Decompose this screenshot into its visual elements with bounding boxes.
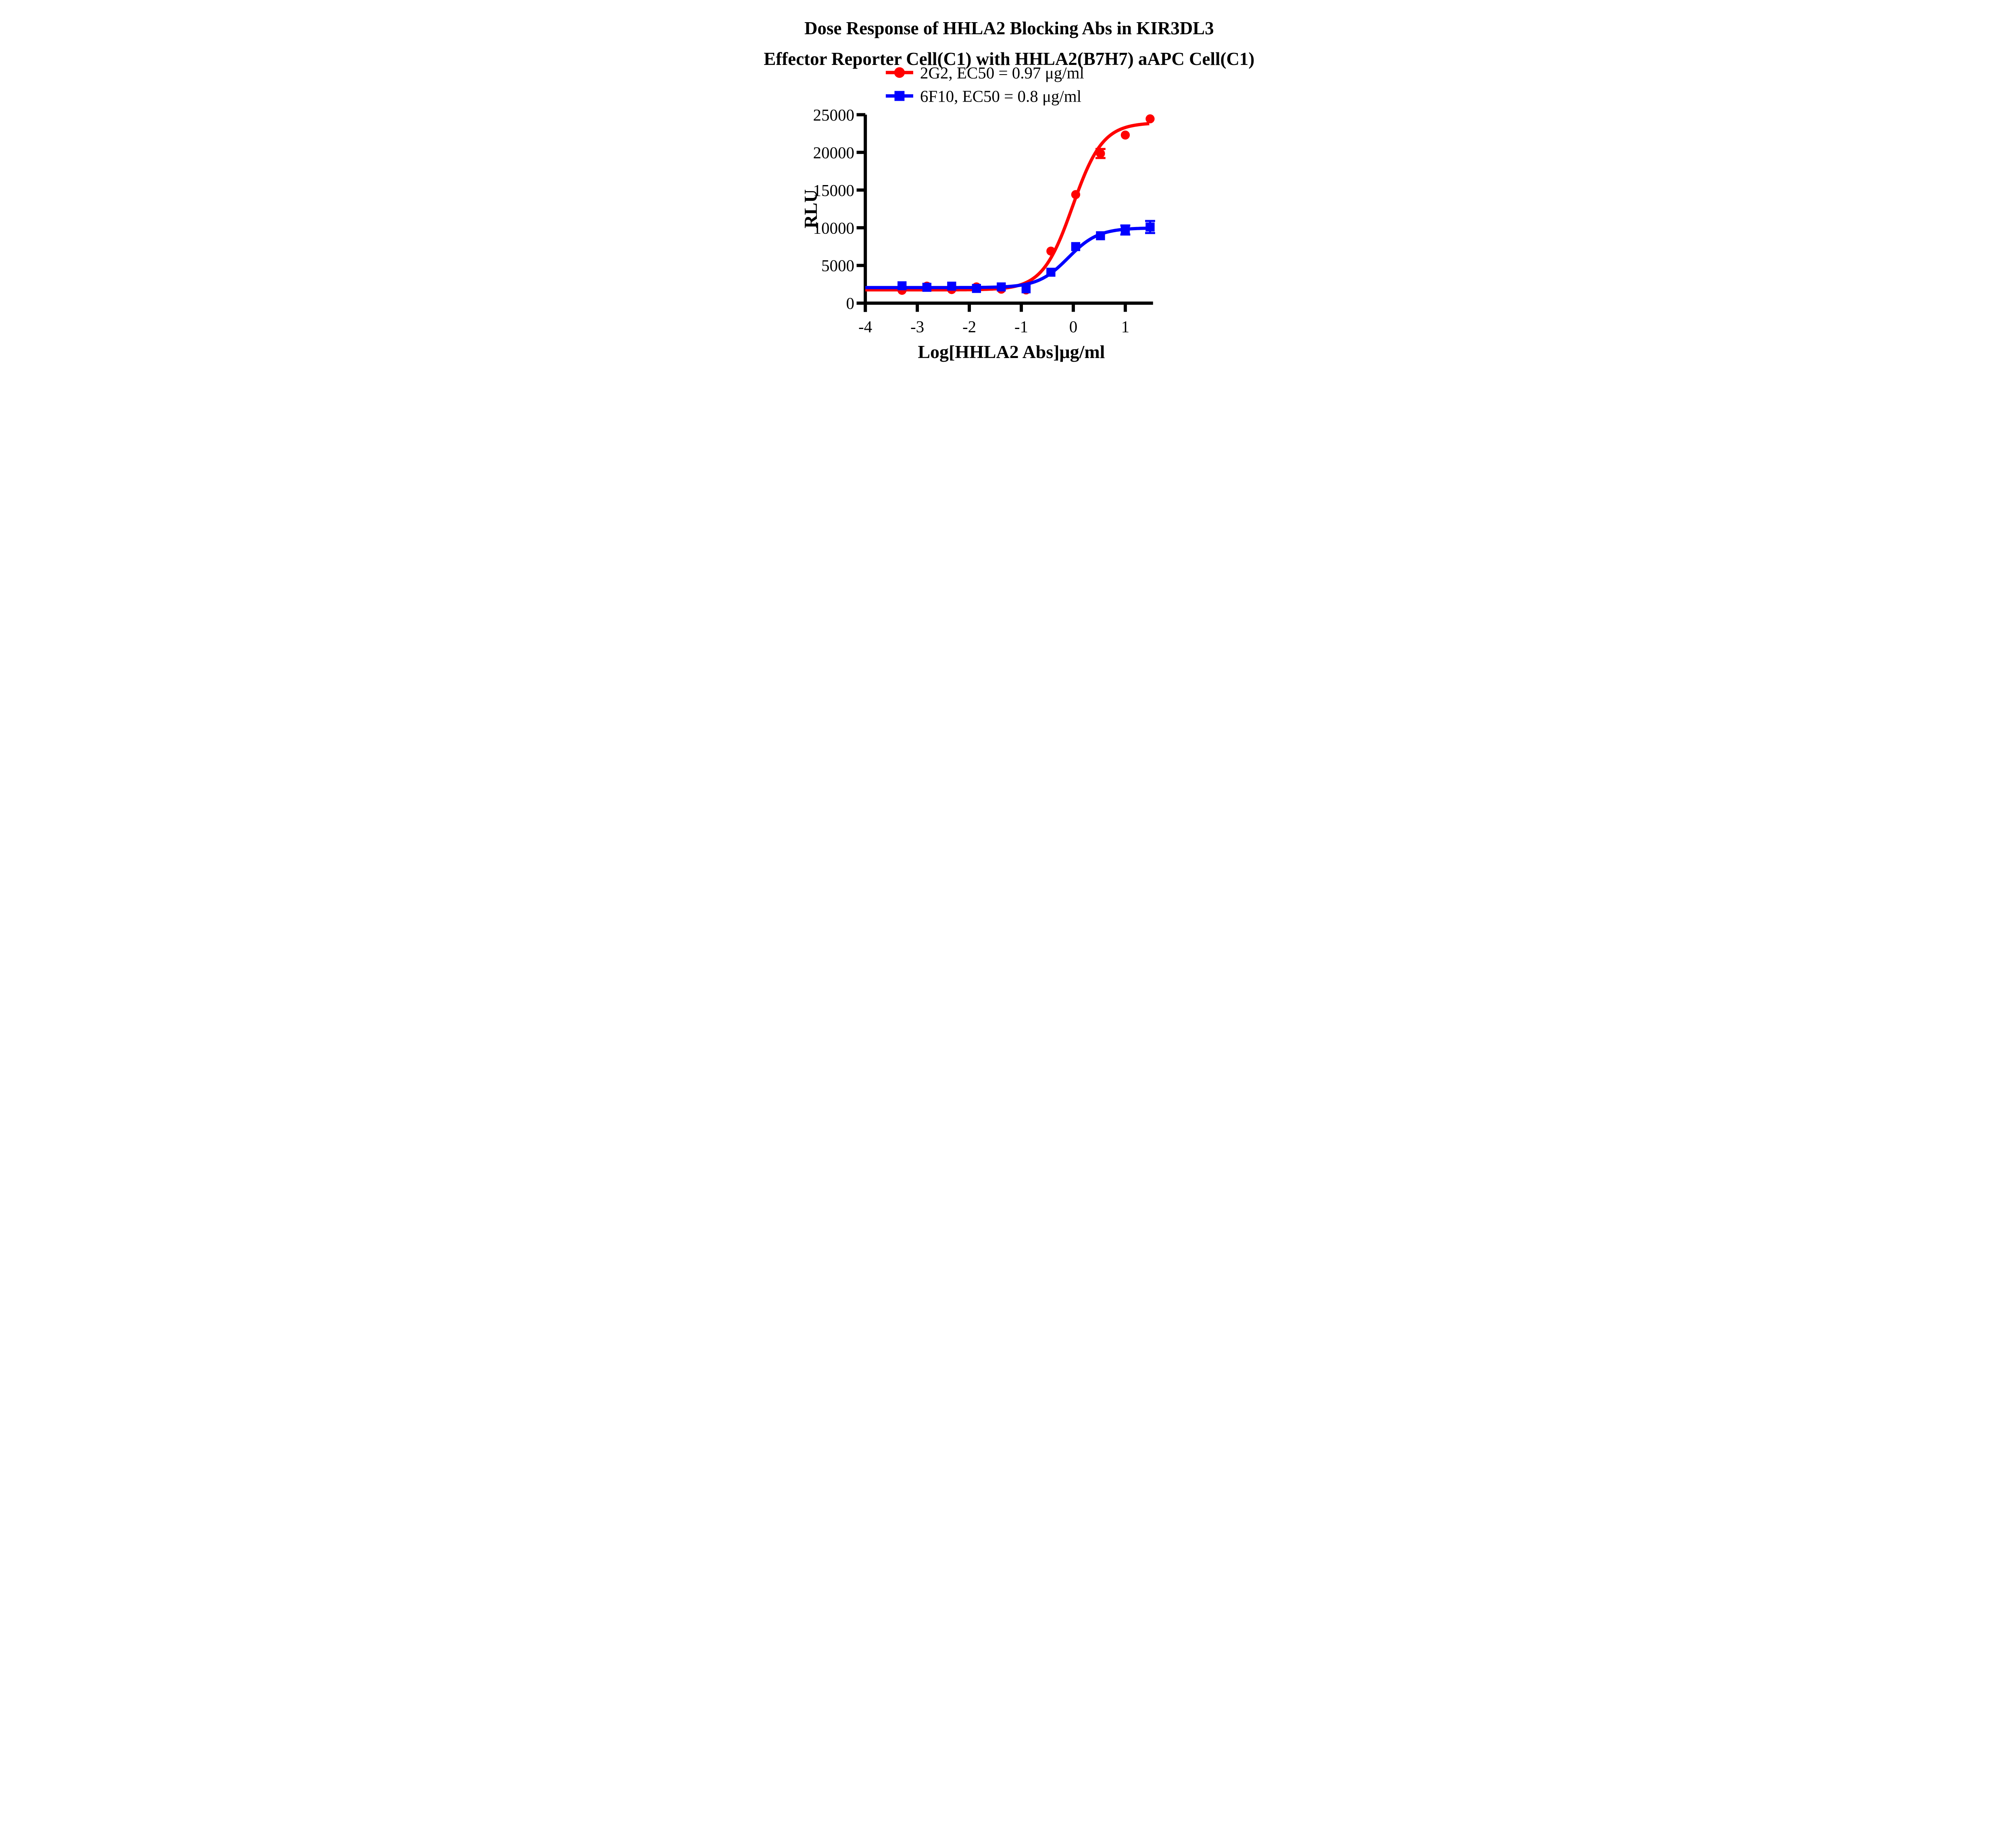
series-2g2-point-6 bbox=[1046, 246, 1056, 256]
legend-marker-2g2 bbox=[885, 67, 913, 78]
y-tick-label-25000: 25000 bbox=[813, 106, 854, 124]
figure-page: Dose Response of HHLA2 Blocking Abs in K… bbox=[730, 0, 1286, 369]
series-2g2 bbox=[864, 114, 1155, 295]
series-6f10-point-6 bbox=[1046, 267, 1056, 277]
y-axis-title: RLU bbox=[800, 189, 821, 228]
legend-marker-6f10 bbox=[885, 91, 913, 101]
series-6f10 bbox=[864, 220, 1155, 294]
y-tick-label-10000: 10000 bbox=[813, 219, 854, 237]
y-tick-label-15000: 15000 bbox=[813, 181, 854, 200]
x-axis-title: Log[HHLA2 Abs]μg/ml bbox=[918, 342, 1105, 362]
series-6f10-point-0 bbox=[897, 281, 907, 291]
legend: 2G2, EC50 = 0.97 μg/ml 6F10, EC50 = 0.8 … bbox=[885, 63, 1084, 105]
y-tick-label-0: 0 bbox=[846, 294, 854, 312]
chart-title-line-2: Effector Reporter Cell(C1) with HHLA2(B7… bbox=[764, 49, 1254, 69]
series-6f10-point-3 bbox=[972, 284, 981, 293]
series-6f10-fit-curve bbox=[864, 226, 1153, 289]
x-tick-label-0: 0 bbox=[1069, 317, 1077, 336]
dose-response-chart: Dose Response of HHLA2 Blocking Abs in K… bbox=[764, 18, 1254, 362]
plot-area: 0 5000 10000 15000 20000 25000 -4 -3 -2 -1 0 1 bbox=[813, 106, 1155, 336]
series-2g2-point-10 bbox=[1145, 114, 1155, 123]
y-tick-label-20000: 20000 bbox=[813, 143, 854, 162]
series-2g2-point-9 bbox=[1120, 130, 1130, 140]
y-tick-label-5000: 5000 bbox=[821, 256, 854, 275]
series-6f10-point-7 bbox=[1071, 242, 1081, 251]
legend-label-2g2: 2G2, EC50 = 0.97 μg/ml bbox=[920, 63, 1084, 82]
series-6f10-point-4 bbox=[997, 282, 1006, 292]
series-6f10-point-9 bbox=[1120, 225, 1130, 235]
series-6f10-point-8 bbox=[1096, 231, 1105, 240]
legend-circle-icon bbox=[894, 67, 905, 78]
series-6f10-point-10 bbox=[1145, 222, 1155, 232]
x-tick-label--2: -2 bbox=[962, 317, 976, 336]
series-6f10-point-1 bbox=[922, 283, 931, 292]
series-2g2-point-8 bbox=[1096, 149, 1105, 158]
chart-title-line-1: Dose Response of HHLA2 Blocking Abs in K… bbox=[804, 18, 1214, 38]
legend-markers bbox=[885, 67, 913, 101]
legend-square-icon bbox=[894, 91, 905, 101]
legend-label-6f10: 6F10, EC50 = 0.8 μg/ml bbox=[920, 87, 1081, 105]
x-tick-label--4: -4 bbox=[858, 317, 872, 336]
series-2g2-point-7 bbox=[1071, 190, 1081, 199]
series-2g2-fit-curve bbox=[864, 122, 1150, 292]
series-6f10-point-2 bbox=[947, 281, 956, 291]
x-tick-label--1: -1 bbox=[1014, 317, 1028, 336]
x-tick-label--3: -3 bbox=[910, 317, 924, 336]
x-tick-label-1: 1 bbox=[1121, 317, 1129, 336]
series-6f10-point-5 bbox=[1021, 284, 1031, 294]
